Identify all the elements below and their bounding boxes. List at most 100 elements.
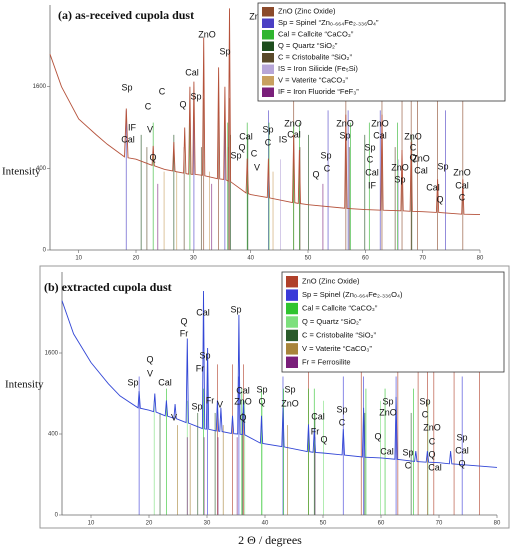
legend-swatch xyxy=(286,343,298,355)
peak-label: Q xyxy=(436,194,443,204)
x-tick-label: 70 xyxy=(436,521,443,527)
legend-swatch xyxy=(262,76,274,86)
x-tick-label: 40 xyxy=(262,521,269,527)
peak-label: Q xyxy=(146,354,153,364)
peak-label: Sp xyxy=(121,82,132,92)
peak-label: Sp xyxy=(419,396,430,406)
peak-label: IS xyxy=(279,134,288,144)
peak-label: Cal xyxy=(158,377,172,387)
peak-label: Sp xyxy=(402,447,413,457)
peak-label: Q xyxy=(458,458,465,468)
peak-label: C xyxy=(422,409,429,419)
peak-label: Sp xyxy=(437,161,448,171)
peak-label: V xyxy=(254,162,260,172)
peak-label: C xyxy=(324,163,331,173)
peak-label: C xyxy=(251,148,258,158)
peak-label: Sp xyxy=(256,384,267,394)
legend-label: Sp = Spinel (Zn₀.₆₆₄Fe₂.₃₃₆O₄) xyxy=(302,290,403,299)
peak-label: Cal xyxy=(365,167,379,177)
peak-label: ZnO xyxy=(453,167,471,177)
panel-title: (a) as-received cupola dust xyxy=(58,8,194,22)
legend-box xyxy=(281,271,505,373)
peak-label: Sp xyxy=(364,142,375,152)
peak-label: Q xyxy=(180,316,187,326)
peak-label: ZnO xyxy=(379,407,397,417)
y-tick-label: 1600 xyxy=(33,84,47,90)
peak-label: Cal xyxy=(414,165,428,175)
spectrum-line xyxy=(49,8,481,216)
peak-label: Q xyxy=(374,431,381,441)
peak-label: Cal xyxy=(185,67,199,77)
peak-label: V xyxy=(217,399,223,409)
peak-label: C xyxy=(265,137,272,147)
legend-swatch xyxy=(262,53,274,63)
peak-label: Q xyxy=(179,99,186,109)
x-tick-label: 10 xyxy=(88,521,95,527)
peak-label: Fr xyxy=(196,363,205,373)
peak-label: Q xyxy=(149,152,156,162)
legend-swatch xyxy=(262,87,274,97)
x-tick-label: 20 xyxy=(133,256,140,262)
peak-label: ZnO xyxy=(281,398,299,408)
peak-label: V xyxy=(147,368,153,378)
peak-label: Sp xyxy=(262,124,273,134)
peak-label: Q xyxy=(428,449,435,459)
legend-label: Fr = Ferrosilite xyxy=(302,357,351,366)
x-axis-label: 2 Θ / degrees xyxy=(238,533,302,547)
peak-label: IF xyxy=(128,122,137,132)
peak-label: Q xyxy=(239,412,246,422)
legend-swatch xyxy=(286,329,298,342)
y-tick-label: 1600 xyxy=(45,351,59,357)
legend-label: C = Cristobalite “SiO₂” xyxy=(302,330,376,339)
legend-swatch xyxy=(262,7,274,17)
y-axis-label: Intensity xyxy=(2,166,41,178)
peak-label: Cal xyxy=(311,411,325,421)
peak-label: Q xyxy=(409,152,416,162)
peak-label: Fr xyxy=(311,426,320,436)
legend-swatch xyxy=(286,356,298,368)
peak-label: Sp xyxy=(199,350,210,360)
y-tick-label: 400 xyxy=(36,166,47,172)
peak-label: Cal xyxy=(236,385,250,395)
peak-label: Cal xyxy=(455,180,469,190)
legend-label: Cal = Callcite “CaCO₃” xyxy=(278,30,354,39)
peak-label: ZnO xyxy=(371,118,389,128)
peak-label: C xyxy=(405,460,412,470)
legend-swatch xyxy=(286,276,298,288)
peak-label: Cal xyxy=(121,134,135,144)
legend-label: V = Vaterite “CaCO₃” xyxy=(302,344,372,353)
peak-label: C xyxy=(367,154,374,164)
x-tick-label: 30 xyxy=(204,521,211,527)
peak-label: Cal xyxy=(455,445,469,455)
x-tick-label: 80 xyxy=(494,521,501,527)
x-tick-label: 80 xyxy=(477,256,484,262)
peak-label: Cal xyxy=(239,131,253,141)
peak-label: ZnO xyxy=(284,118,302,128)
x-tick-label: 30 xyxy=(190,256,197,262)
peak-label: Cal xyxy=(373,130,387,140)
y-tick-label: 0 xyxy=(55,513,59,519)
legend-label: Q = Quartz “SiO₂” xyxy=(278,41,338,50)
x-tick-label: 60 xyxy=(378,521,385,527)
peak-label: V xyxy=(171,412,177,422)
x-tick-label: 70 xyxy=(419,256,426,262)
peak-label: Cal xyxy=(428,462,442,472)
spectrum-line xyxy=(61,290,498,468)
peak-label: Sp xyxy=(336,404,347,414)
peak-label: Sp xyxy=(127,377,138,387)
legend-swatch xyxy=(262,41,274,51)
peak-label: Q xyxy=(312,169,319,179)
peak-label: Sp xyxy=(191,401,202,411)
x-tick-label: 60 xyxy=(362,256,369,262)
peak-label: Cal xyxy=(196,307,210,317)
legend-swatch xyxy=(286,316,298,328)
legend-label: ZnO (Zinc Oxide) xyxy=(278,7,336,16)
peak-label: Sp xyxy=(230,150,241,160)
peak-label: Sp xyxy=(339,130,350,140)
peak-label: C xyxy=(459,192,466,202)
peak-label: Sp xyxy=(394,174,405,184)
peak-label: C xyxy=(339,417,346,427)
legend-label: Q = Quartz “SiO₂” xyxy=(302,317,362,326)
peak-label: IF xyxy=(368,180,377,190)
peak-label: C xyxy=(145,101,152,111)
